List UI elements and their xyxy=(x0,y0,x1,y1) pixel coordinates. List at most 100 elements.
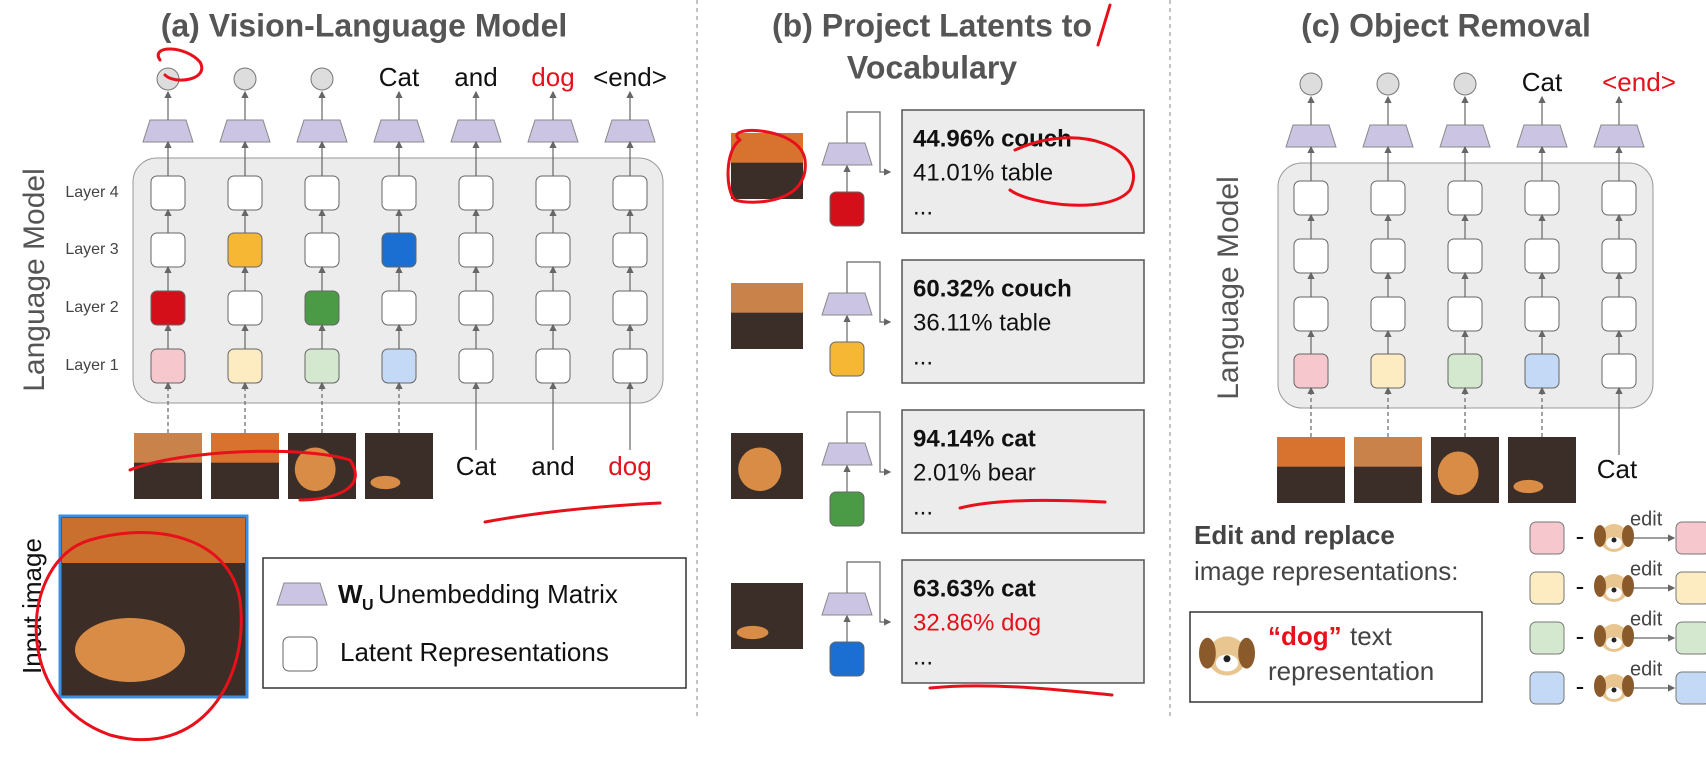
unembedding-trapezoid xyxy=(527,119,579,143)
latent-node xyxy=(829,641,865,677)
image-patch-wall xyxy=(1277,437,1345,467)
layer-label: Layer 1 xyxy=(65,357,118,374)
entry-line: 60.32% couch xyxy=(913,275,1072,302)
latent-node xyxy=(458,232,494,268)
edit-latent xyxy=(1529,621,1565,655)
latent-node xyxy=(1293,238,1329,274)
latent-node xyxy=(1447,353,1483,389)
entry-line: 36.11% table xyxy=(913,309,1051,336)
minus-sign: - xyxy=(1576,521,1585,551)
latent-node xyxy=(829,341,865,377)
unembedding-trapezoid xyxy=(1362,124,1414,148)
entry-box xyxy=(901,559,1145,684)
output-token: <end> xyxy=(1602,67,1676,97)
output-token: dog xyxy=(531,62,574,92)
latent-node xyxy=(150,232,186,268)
latent-node xyxy=(227,290,263,326)
panel-title: (c) Object Removal xyxy=(1301,7,1591,43)
unembedding-trapezoid xyxy=(296,119,348,143)
annotation-stroke xyxy=(34,531,243,742)
dog-nose xyxy=(1223,655,1231,663)
output-circle xyxy=(1376,72,1400,96)
legend-matrix-label: Unembedding Matrix xyxy=(378,579,618,609)
input-token: dog xyxy=(608,451,651,481)
dog-ear xyxy=(1594,675,1606,697)
entry-line: 94.14% cat xyxy=(913,425,1036,452)
entry-line: 32.86% dog xyxy=(913,609,1041,636)
edited-latent xyxy=(1675,621,1706,655)
image-patch xyxy=(365,433,433,499)
edit-heading: Edit and replace xyxy=(1194,520,1395,550)
latent-node xyxy=(1447,238,1483,274)
output-token: Cat xyxy=(379,62,420,92)
dog-ear xyxy=(1622,575,1634,597)
connector xyxy=(846,261,892,326)
dog-muzzle xyxy=(1215,654,1239,672)
latent-node xyxy=(1293,180,1329,216)
latent-node xyxy=(458,175,494,211)
edit-label: edit xyxy=(1630,508,1663,530)
edit-label: edit xyxy=(1630,558,1663,580)
image-patch-paw xyxy=(370,475,401,490)
edited-latent xyxy=(1675,671,1706,705)
latent-node xyxy=(381,290,417,326)
latent-node xyxy=(1601,180,1637,216)
annotation-stroke xyxy=(1096,3,1112,47)
image-patch xyxy=(1508,437,1576,503)
latent-node xyxy=(612,290,648,326)
output-token: and xyxy=(454,62,497,92)
latent-node xyxy=(304,175,340,211)
input-image-cat xyxy=(75,618,185,682)
image-patch-paw xyxy=(736,625,769,640)
edited-latent xyxy=(1675,571,1706,605)
image-patch-cat xyxy=(1437,451,1479,496)
annotation-stroke xyxy=(128,449,357,502)
image-patch-paw xyxy=(1513,479,1544,494)
latent-node xyxy=(535,232,571,268)
latent-node xyxy=(150,290,186,326)
entry-line: ... xyxy=(913,643,933,670)
output-circle xyxy=(233,67,257,91)
dog-muzzle xyxy=(1606,537,1622,549)
unembedding-trapezoid xyxy=(276,582,328,606)
latent-node xyxy=(535,348,571,384)
latent-node xyxy=(1524,238,1560,274)
edit-latent xyxy=(1529,571,1565,605)
annotation-stroke xyxy=(483,501,662,524)
unembedding-trapezoid xyxy=(142,119,194,143)
output-token: <end> xyxy=(593,62,667,92)
connector xyxy=(846,561,892,626)
input-token: Cat xyxy=(456,451,497,481)
entry-line: 2.01% bear xyxy=(913,459,1036,486)
latent-node xyxy=(304,348,340,384)
entry-line: 41.01% table xyxy=(913,159,1053,186)
unembedding-trapezoid xyxy=(1593,124,1645,148)
latent-node xyxy=(150,348,186,384)
latent-node xyxy=(304,232,340,268)
edit-latent xyxy=(1529,521,1565,555)
dog-ear xyxy=(1622,525,1634,547)
output-circle xyxy=(1453,72,1477,96)
dog-ear xyxy=(1199,637,1216,669)
dog-muzzle xyxy=(1606,587,1622,599)
unembedding-trapezoid xyxy=(821,292,873,316)
unembedding-trapezoid xyxy=(373,119,425,143)
latent-node xyxy=(227,232,263,268)
annotation-stroke xyxy=(726,129,807,204)
legend-box xyxy=(262,557,687,689)
latent-node xyxy=(1524,353,1560,389)
unembedding-trapezoid xyxy=(1439,124,1491,148)
latent-node xyxy=(458,348,494,384)
dog-ear xyxy=(1238,637,1255,669)
input-image-label: Input image xyxy=(17,538,47,674)
layer-label: Layer 2 xyxy=(65,299,118,316)
minus-sign: - xyxy=(1576,671,1585,701)
dog-note-quoted: “dog” xyxy=(1268,621,1342,651)
latent-node xyxy=(1370,353,1406,389)
side-label: Language Model xyxy=(1212,176,1245,400)
dog-nose xyxy=(1611,587,1617,593)
latent-node xyxy=(612,232,648,268)
entry-line: ... xyxy=(913,343,933,370)
connector xyxy=(846,411,892,476)
